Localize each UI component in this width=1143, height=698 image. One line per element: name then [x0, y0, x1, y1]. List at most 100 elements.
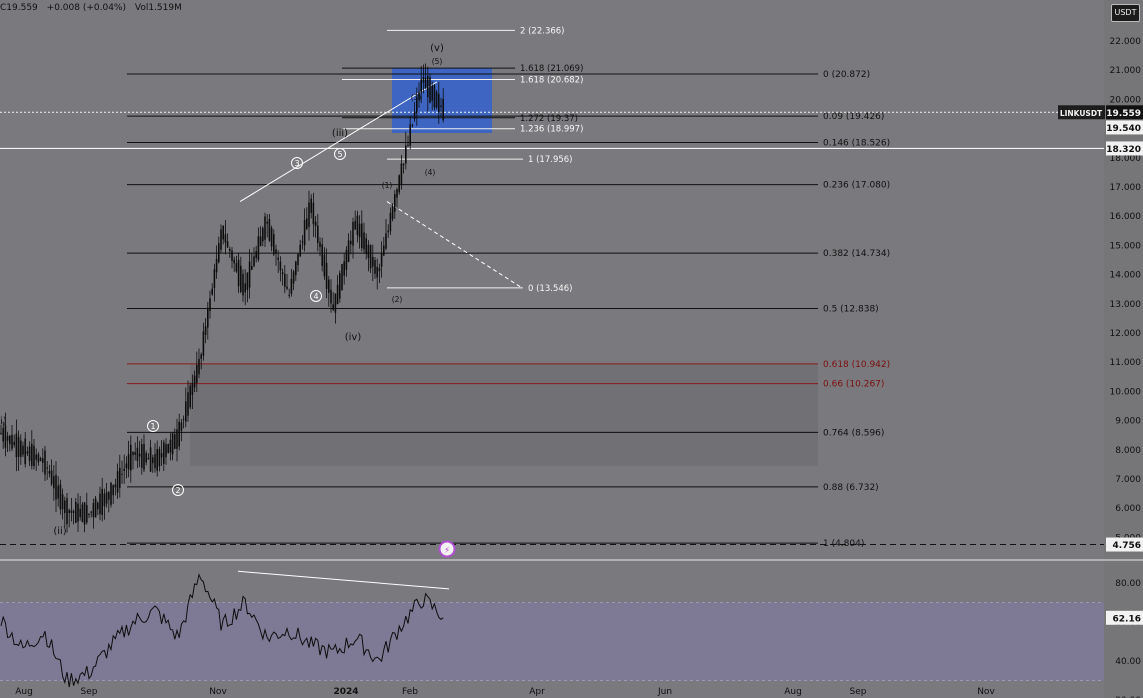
- price-axis-tick: 20.000: [1110, 95, 1142, 105]
- candle-body: [376, 266, 378, 278]
- candle-body: [141, 444, 143, 468]
- candle-body: [189, 385, 191, 408]
- candle-body: [31, 443, 33, 466]
- current-price-tag-bg: [1106, 105, 1143, 120]
- candle-body: [277, 257, 279, 260]
- price-tag-4756: 4.756: [1113, 541, 1141, 551]
- candle-body: [90, 511, 92, 513]
- candle-body: [319, 242, 321, 248]
- wave-circle: [172, 484, 184, 496]
- candle-body: [374, 260, 376, 274]
- symbol-tag-bg: [1058, 105, 1105, 120]
- candle-body: [207, 307, 209, 328]
- candle-body: [17, 436, 20, 457]
- candle-body: [385, 233, 387, 249]
- candle-body: [215, 258, 218, 273]
- candle-body: [257, 236, 260, 260]
- candle-body: [143, 443, 145, 470]
- candle-body: [405, 145, 407, 164]
- candle-body: [251, 266, 253, 270]
- time-axis-tick: Nov: [977, 687, 995, 697]
- candle-body: [380, 253, 383, 267]
- wave-circle: [310, 290, 322, 302]
- candle-body: [218, 243, 220, 263]
- candle-body: [9, 435, 11, 445]
- candle-body: [317, 225, 319, 243]
- candle-body: [108, 492, 110, 500]
- alert-lightning-icon: [438, 540, 456, 558]
- rsi-value-tag: 62.16: [1113, 614, 1141, 624]
- candle-body: [154, 454, 156, 469]
- candle-body: [99, 493, 101, 515]
- candle-body: [246, 272, 249, 290]
- candle-body: [158, 448, 161, 467]
- header-change: +0.008 (+0.04%): [46, 3, 126, 13]
- candle-body: [361, 223, 363, 249]
- candle-body: [92, 502, 95, 518]
- candle-body: [438, 93, 440, 113]
- candle-body: [20, 440, 22, 457]
- time-axis-tick: Apr: [529, 687, 545, 697]
- rsi-divergence-line: [237, 570, 450, 590]
- candle-body: [202, 331, 205, 356]
- candle-body: [59, 484, 62, 510]
- candle-body: [312, 202, 315, 225]
- trendline-dashed: [386, 201, 523, 289]
- candle-body: [350, 240, 352, 245]
- candle-body: [127, 454, 130, 470]
- rsi-band: [0, 602, 1104, 681]
- candle-body: [169, 439, 172, 453]
- candle-body: [420, 79, 422, 93]
- fib-level-label: 0.382 (14.734): [823, 249, 890, 259]
- candle-body: [229, 248, 231, 251]
- wave-label: (5): [432, 57, 443, 66]
- candle-body: [369, 244, 372, 269]
- candle-body: [268, 219, 271, 241]
- price-axis-tick: 18.000: [1110, 154, 1142, 164]
- candle-body: [264, 216, 266, 240]
- candle-body: [427, 75, 429, 98]
- candle-body: [105, 492, 108, 504]
- candle-body: [46, 467, 48, 469]
- candle-body: [81, 504, 84, 522]
- candle-body: [68, 509, 70, 513]
- candle-body: [79, 508, 81, 518]
- candle-body: [220, 229, 222, 250]
- candle-body: [57, 485, 59, 499]
- candle-body: [303, 219, 306, 246]
- candle-body: [33, 445, 35, 467]
- candle-body: [125, 463, 128, 468]
- candle-body: [198, 358, 200, 375]
- wave-label: (iii): [332, 128, 348, 139]
- candle-body: [15, 433, 18, 458]
- wave-label: (v): [430, 43, 444, 54]
- wave-label: (iv): [345, 332, 362, 343]
- price-tag-19540: 19.540: [1106, 124, 1141, 134]
- candle-body: [323, 254, 326, 277]
- candle-body: [130, 444, 132, 471]
- candle-body: [37, 454, 40, 463]
- candle-body: [310, 198, 312, 213]
- fib-level-label: 0.09 (19.426): [823, 112, 884, 122]
- candle-body: [442, 98, 444, 121]
- candle-body: [244, 283, 246, 293]
- candle-body: [42, 458, 44, 463]
- fib-level-label: 0.88 (6.732): [823, 483, 879, 493]
- candle-body: [402, 164, 405, 166]
- candle-body: [200, 354, 202, 359]
- candle-body: [398, 175, 400, 193]
- candle-body: [231, 250, 233, 261]
- wave-label: (3): [411, 93, 422, 102]
- candle-body: [26, 451, 29, 454]
- candle-body: [160, 453, 163, 458]
- wave-label: i): [0, 416, 7, 427]
- candle-body: [299, 244, 301, 257]
- candle-body: [262, 228, 264, 242]
- price-axis-tick: 14.000: [1110, 271, 1142, 281]
- candle-body: [167, 443, 169, 453]
- candle-body: [6, 435, 9, 441]
- wave-label: (4): [425, 168, 436, 177]
- currency-button[interactable]: USDT: [1111, 4, 1140, 22]
- candle-body: [248, 261, 251, 288]
